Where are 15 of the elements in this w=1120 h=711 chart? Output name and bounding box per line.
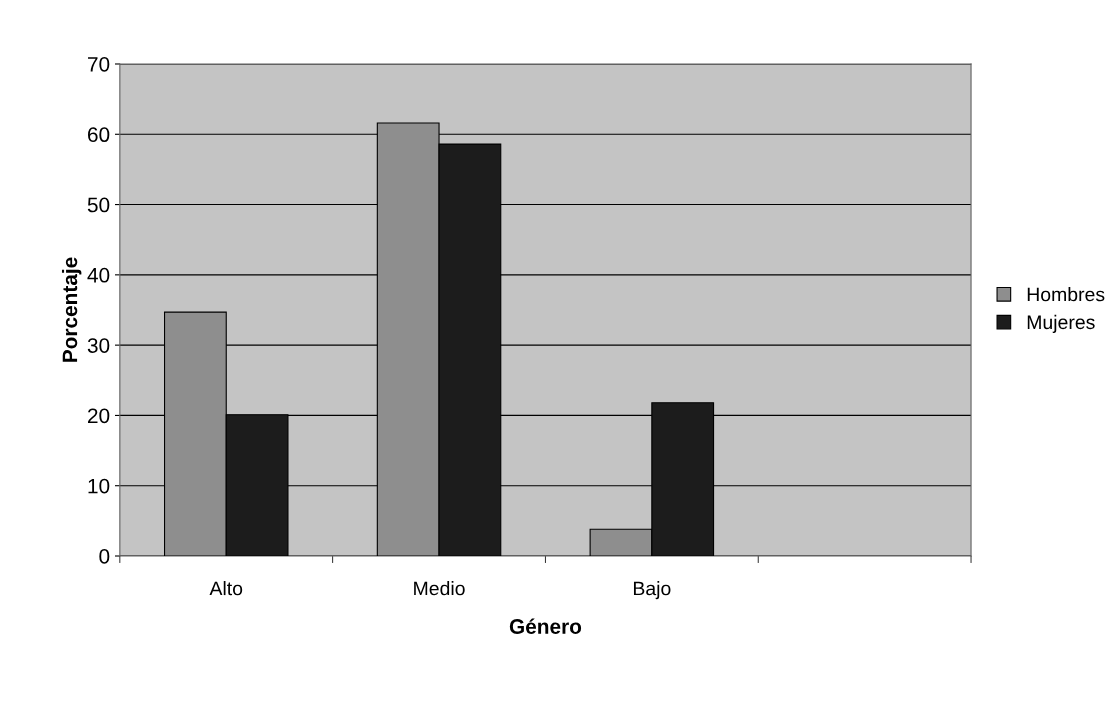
x-axis-title: Género <box>509 618 582 634</box>
y-tick-label: 30 <box>87 338 110 353</box>
y-tick-label: 60 <box>88 127 110 143</box>
y-tick-label: 40 <box>87 267 110 283</box>
x-tick-label: Bajo <box>633 581 671 600</box>
x-tick-label: Medio <box>414 581 465 596</box>
y-tick-label: 20 <box>88 408 110 424</box>
y-tick-label: 50 <box>87 197 110 213</box>
y-tick-label: 70 <box>88 56 110 72</box>
x-tick-label: Alto <box>209 581 243 596</box>
legend-label: Mujeres <box>1027 314 1095 333</box>
y-tick-label: 0 <box>99 549 110 564</box>
y-tick-label: 10 <box>88 478 110 494</box>
y-axis-title: Porcentaje <box>61 257 82 362</box>
legend-label: Hombres <box>1027 287 1105 302</box>
